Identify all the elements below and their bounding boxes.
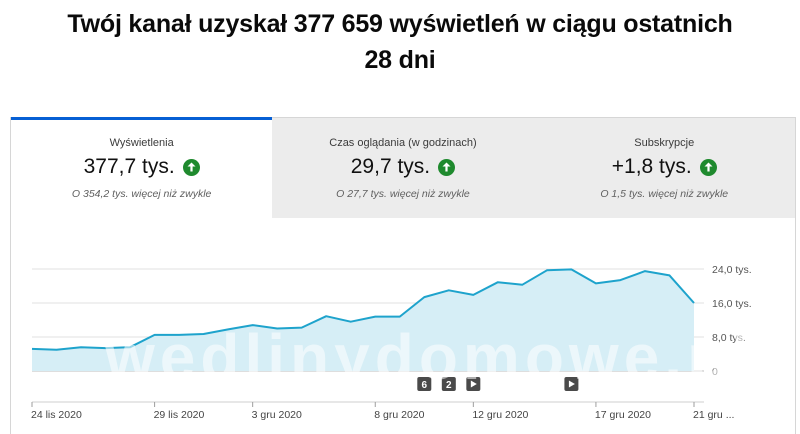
x-tick-label: 3 gru 2020 bbox=[252, 409, 302, 421]
data-point[interactable] bbox=[128, 345, 133, 350]
page-headline: Twój kanał uzyskał 377 659 wyświetleń w … bbox=[0, 6, 800, 78]
x-tick-label: 24 lis 2020 bbox=[31, 409, 82, 421]
data-point[interactable] bbox=[618, 278, 623, 283]
data-point[interactable] bbox=[446, 288, 451, 293]
series-area bbox=[32, 269, 694, 371]
headline-line-1: Twój kanał uzyskał 377 659 wyświetleń w … bbox=[67, 10, 733, 38]
tab-views-value: 377,7 tys. bbox=[83, 155, 175, 178]
data-point[interactable] bbox=[30, 346, 35, 351]
data-point[interactable] bbox=[54, 347, 59, 352]
data-point[interactable] bbox=[495, 280, 500, 285]
data-point[interactable] bbox=[471, 292, 476, 297]
data-point[interactable] bbox=[226, 327, 231, 332]
tab-views[interactable]: Wyświetlenia 377,7 tys. O 354,2 tys. wię… bbox=[11, 117, 273, 218]
y-tick-label: 16,0 tys. bbox=[712, 298, 752, 310]
tab-subscriptions-value: +1,8 tys. bbox=[611, 155, 692, 178]
data-point[interactable] bbox=[544, 268, 549, 273]
x-tick-label: 8 gru 2020 bbox=[374, 409, 424, 421]
data-point[interactable] bbox=[642, 269, 647, 274]
data-point[interactable] bbox=[152, 332, 157, 337]
series-line bbox=[31, 268, 695, 351]
data-point[interactable] bbox=[324, 314, 329, 319]
data-point[interactable] bbox=[201, 332, 206, 337]
tab-subscriptions[interactable]: Subskrypcje +1,8 tys. O 1,5 tys. więcej … bbox=[533, 118, 795, 218]
tab-subscriptions-comparison: O 1,5 tys. więcej niż zwykle bbox=[600, 188, 729, 200]
data-point[interactable] bbox=[593, 281, 598, 286]
tab-watch-time-value: 29,7 tys. bbox=[350, 155, 431, 178]
data-point[interactable] bbox=[667, 273, 672, 278]
tab-subscriptions-label: Subskrypcje bbox=[634, 137, 695, 149]
tab-watch-time-comparison: O 27,7 tys. więcej niż zwykle bbox=[336, 188, 470, 200]
data-point[interactable] bbox=[397, 314, 402, 319]
tab-watch-time-value-row: 29,7 tys. bbox=[272, 155, 533, 179]
tab-watch-time-label: Czas oglądania (w godzinach) bbox=[329, 137, 477, 149]
tab-views-comparison: O 354,2 tys. więcej niż zwykle bbox=[71, 188, 212, 200]
data-point[interactable] bbox=[422, 295, 427, 300]
data-point[interactable] bbox=[299, 325, 304, 330]
data-point[interactable] bbox=[569, 267, 574, 272]
data-point[interactable] bbox=[79, 345, 84, 350]
data-point[interactable] bbox=[373, 314, 378, 319]
data-point[interactable] bbox=[250, 323, 255, 328]
play-icon bbox=[568, 380, 575, 388]
data-point[interactable] bbox=[275, 326, 280, 331]
tab-views-value-row: 377,7 tys. bbox=[11, 155, 272, 179]
count-marker-label: 2 bbox=[446, 380, 452, 391]
data-point[interactable] bbox=[177, 332, 182, 337]
x-tick-label: 29 lis 2020 bbox=[154, 409, 205, 421]
y-tick-label: 24,0 tys. bbox=[712, 264, 752, 276]
metric-tabs: Wyświetlenia 377,7 tys. O 354,2 tys. wię… bbox=[11, 117, 795, 218]
data-point[interactable] bbox=[103, 346, 108, 351]
x-tick-label: 21 gru ... bbox=[693, 409, 734, 421]
count-marker[interactable] bbox=[417, 377, 432, 391]
arrow-up-icon bbox=[182, 158, 200, 176]
y-tick-label: 0 bbox=[712, 366, 718, 378]
play-icon bbox=[470, 380, 477, 388]
data-point[interactable] bbox=[692, 301, 697, 306]
x-tick-label: 17 gru 2020 bbox=[595, 409, 651, 421]
arrow-up-icon bbox=[699, 158, 717, 176]
headline-line-2: 28 dni bbox=[364, 46, 436, 74]
data-point[interactable] bbox=[348, 319, 353, 324]
tab-watch-time[interactable]: Czas oglądania (w godzinach) 29,7 tys. O… bbox=[272, 118, 534, 218]
count-marker-label: 6 bbox=[422, 380, 428, 391]
data-point[interactable] bbox=[520, 282, 525, 287]
count-marker[interactable] bbox=[441, 377, 456, 391]
tab-views-label: Wyświetlenia bbox=[109, 137, 174, 149]
x-tick-label: 12 gru 2020 bbox=[472, 409, 528, 421]
y-tick-label: 8,0 tys. bbox=[712, 332, 746, 344]
tab-subscriptions-value-row: +1,8 tys. bbox=[534, 155, 795, 179]
arrow-up-icon bbox=[438, 158, 456, 176]
